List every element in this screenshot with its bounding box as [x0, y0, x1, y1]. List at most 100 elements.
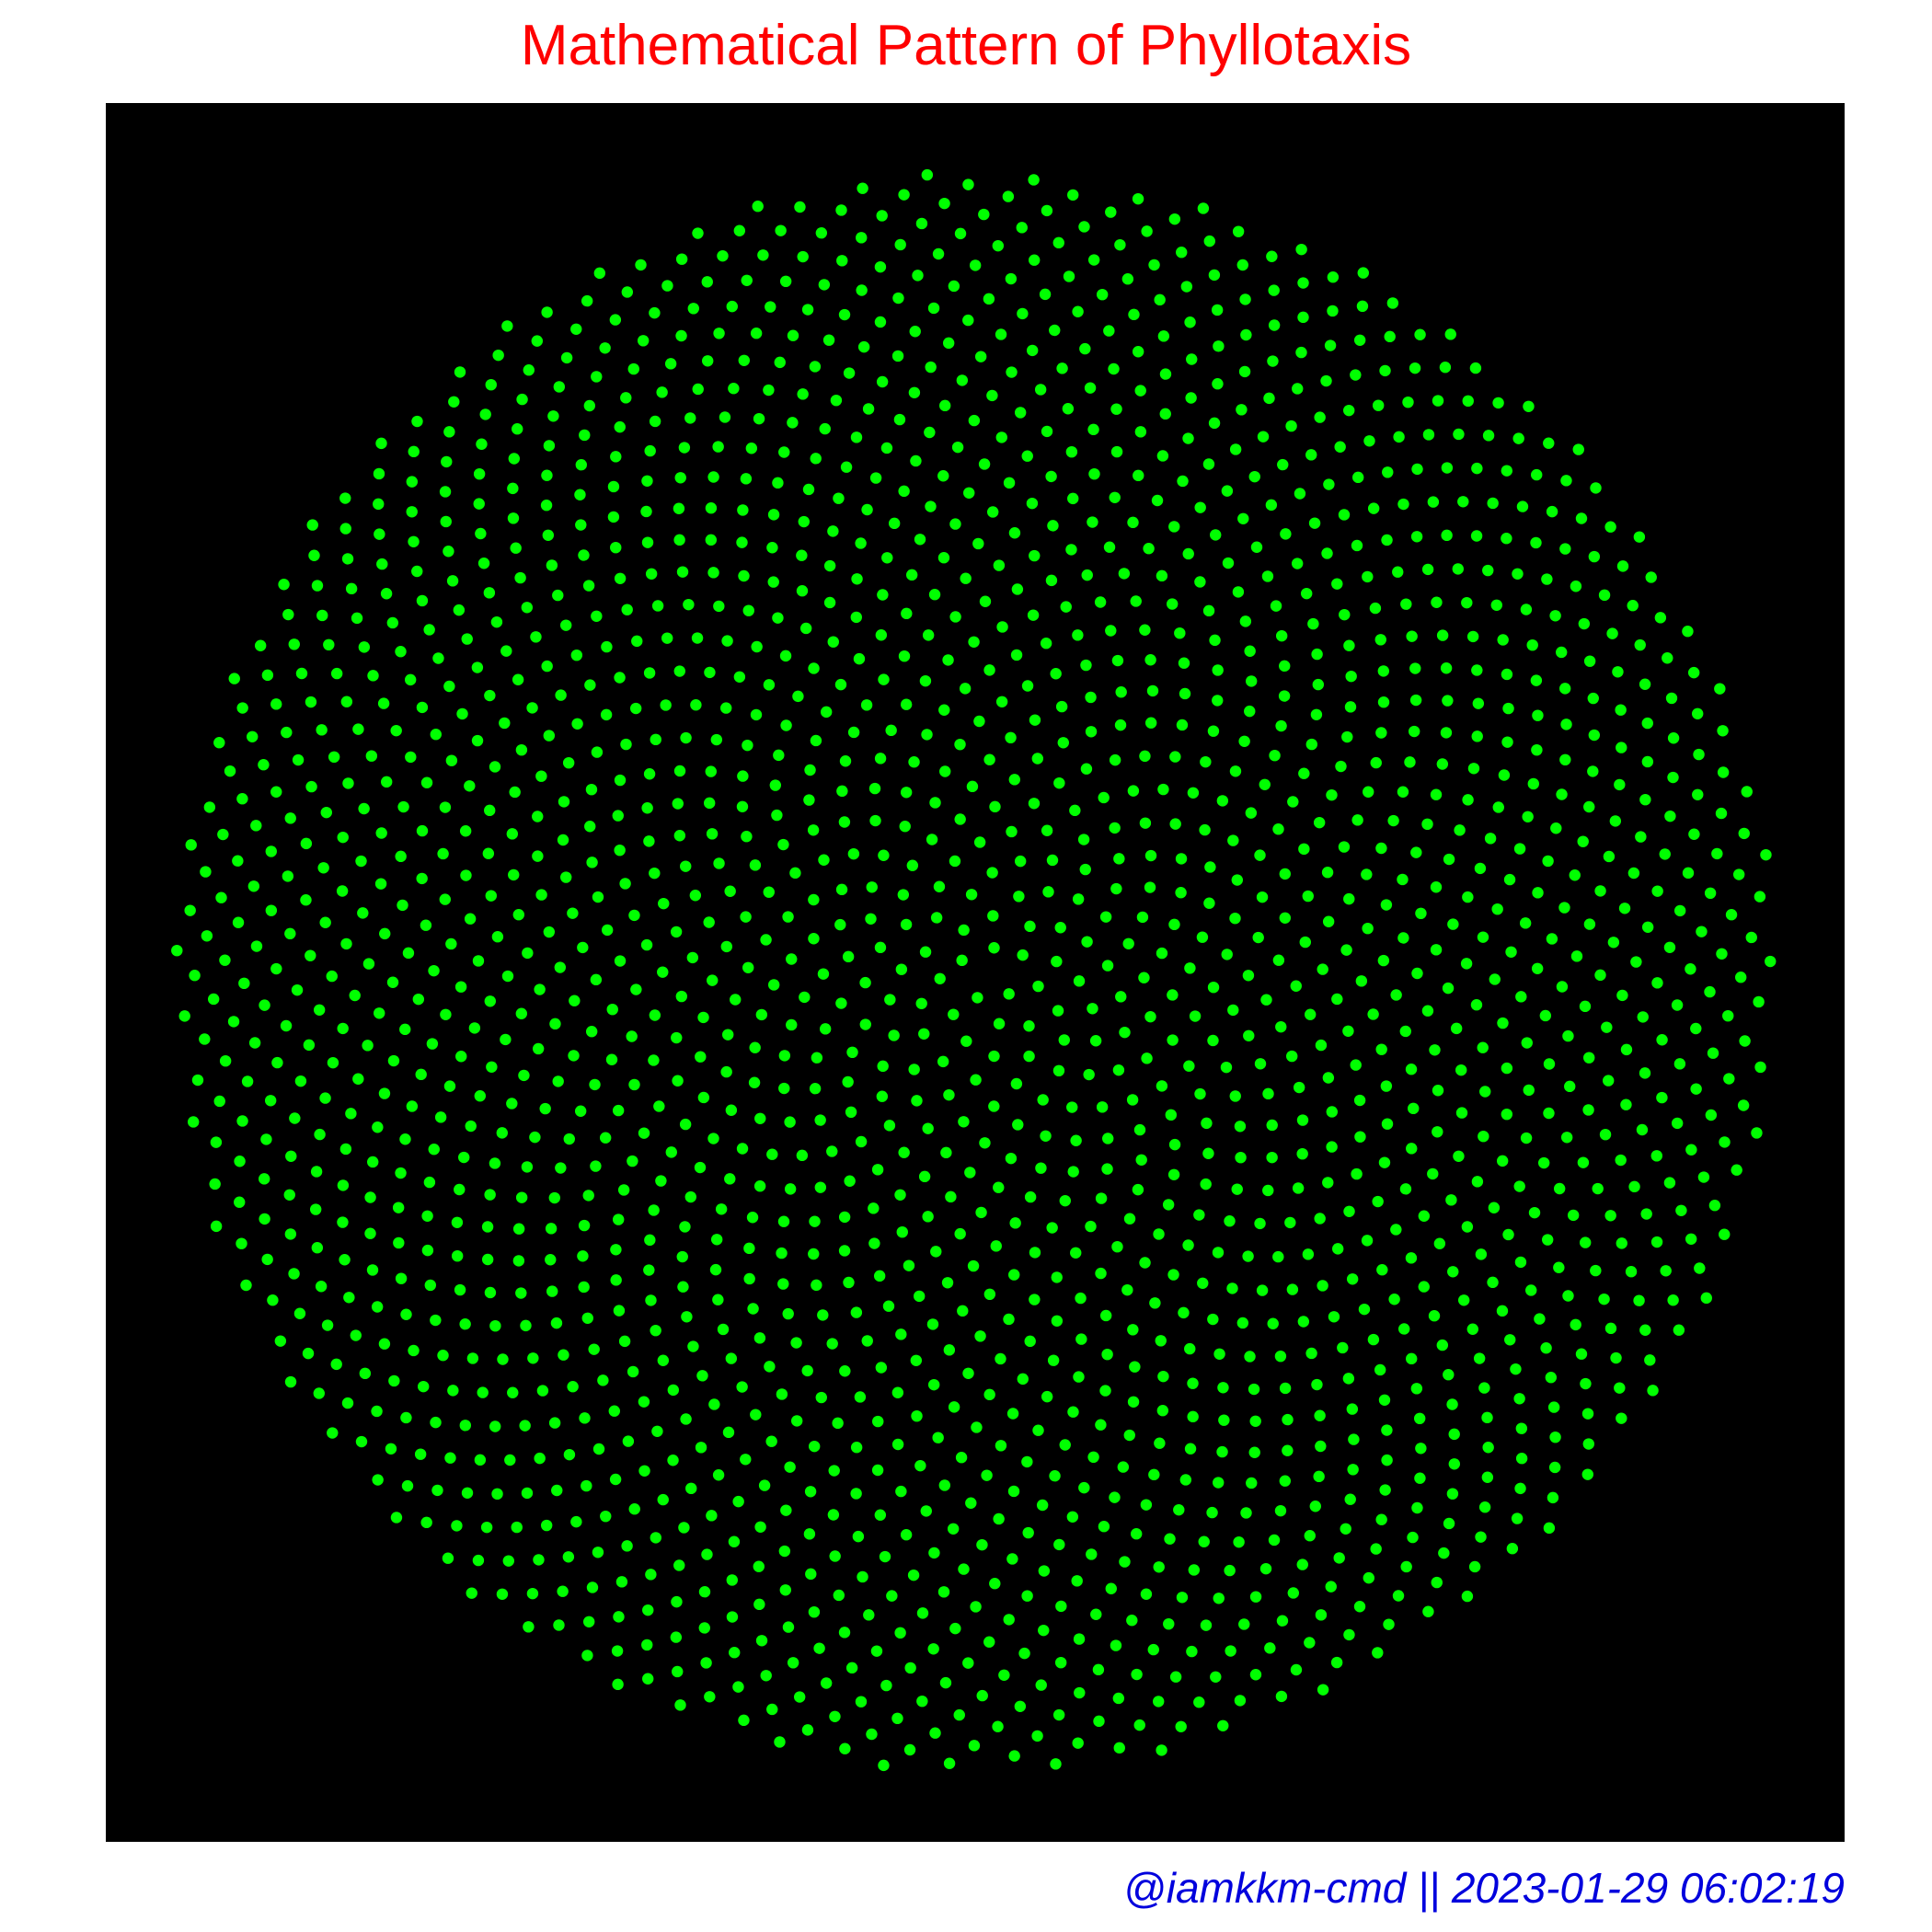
scatter-point	[521, 602, 534, 614]
scatter-point	[1302, 890, 1314, 903]
scatter-point	[1202, 1147, 1214, 1159]
scatter-point	[749, 859, 762, 871]
scatter-point	[705, 502, 718, 514]
scatter-point	[1369, 602, 1382, 615]
scatter-point	[918, 1028, 930, 1040]
scatter-point	[614, 955, 627, 967]
scatter-point	[1200, 1619, 1213, 1631]
scatter-point	[362, 1040, 374, 1052]
scatter-point	[626, 1030, 638, 1042]
scatter-point	[854, 1391, 867, 1403]
scatter-point	[665, 1146, 677, 1158]
scatter-point	[523, 364, 535, 376]
scatter-point	[1238, 735, 1250, 747]
scatter-point	[1562, 1029, 1574, 1042]
scatter-point	[775, 224, 787, 236]
scatter-point	[477, 1386, 489, 1398]
scatter-point	[1471, 1176, 1484, 1188]
scatter-point	[340, 937, 352, 950]
scatter-point	[675, 329, 687, 342]
scatter-point	[374, 528, 385, 540]
scatter-point	[1187, 1410, 1199, 1423]
scatter-point	[1174, 627, 1186, 639]
plot-panel	[106, 103, 1845, 1842]
scatter-point	[590, 973, 603, 986]
scatter-point	[628, 909, 640, 922]
scatter-point	[207, 993, 220, 1006]
scatter-point	[474, 1090, 486, 1102]
scatter-point	[1344, 1493, 1356, 1505]
scatter-point	[316, 609, 328, 622]
scatter-point	[1040, 638, 1052, 650]
scatter-point	[968, 1740, 981, 1752]
scatter-point	[1010, 1077, 1023, 1090]
scatter-point	[724, 1173, 736, 1185]
scatter-point	[1196, 931, 1209, 943]
scatter-point	[1549, 610, 1561, 622]
scatter-point	[1501, 533, 1512, 545]
scatter-point	[1121, 1283, 1133, 1296]
scatter-point	[236, 702, 248, 714]
scatter-point	[737, 770, 749, 782]
scatter-point	[1515, 1453, 1528, 1465]
scatter-point	[1711, 847, 1723, 860]
scatter-point	[726, 300, 738, 313]
scatter-point	[308, 549, 320, 561]
scatter-point	[600, 1510, 612, 1523]
scatter-point	[972, 992, 983, 1004]
scatter-point	[1127, 785, 1140, 797]
scatter-point	[476, 438, 488, 450]
scatter-point	[1448, 1428, 1460, 1441]
scatter-point	[835, 883, 848, 896]
scatter-point	[1691, 707, 1704, 719]
scatter-point	[313, 1004, 326, 1016]
scatter-point	[1569, 869, 1581, 881]
scatter-point	[421, 1244, 434, 1257]
scatter-point	[1685, 963, 1696, 975]
scatter-point	[489, 761, 501, 773]
scatter-point	[803, 794, 815, 806]
scatter-point	[311, 580, 324, 592]
scatter-point	[489, 1157, 501, 1169]
scatter-point	[339, 492, 351, 504]
scatter-point	[973, 715, 985, 728]
scatter-point	[387, 1054, 400, 1067]
scatter-point	[752, 201, 764, 213]
scatter-point	[995, 1440, 1007, 1452]
scatter-point	[1362, 922, 1374, 935]
scatter-point	[1599, 1128, 1612, 1141]
scatter-point	[1413, 1412, 1426, 1425]
scatter-point	[1070, 1134, 1082, 1146]
scatter-point	[247, 730, 259, 742]
scatter-point	[345, 1108, 357, 1120]
scatter-point	[471, 661, 484, 673]
scatter-point	[1007, 1485, 1020, 1498]
scatter-point	[701, 276, 713, 288]
scatter-point	[581, 1479, 592, 1492]
scatter-point	[650, 1532, 661, 1544]
scatter-point	[319, 916, 331, 928]
scatter-point	[1502, 702, 1514, 715]
scatter-point	[609, 1473, 622, 1486]
scatter-point	[614, 774, 627, 787]
scatter-point	[1173, 1503, 1185, 1516]
scatter-point	[733, 224, 746, 236]
scatter-point	[1714, 683, 1726, 695]
scatter-point	[339, 1254, 351, 1266]
scatter-point	[1427, 1167, 1439, 1180]
scatter-point	[1335, 760, 1347, 773]
scatter-point	[885, 724, 897, 737]
scatter-point	[891, 350, 904, 362]
scatter-point	[1390, 989, 1402, 1001]
scatter-point	[1392, 566, 1404, 578]
scatter-point	[611, 1645, 624, 1657]
scatter-point	[584, 821, 596, 833]
scatter-point	[601, 640, 613, 653]
scatter-point	[374, 1007, 385, 1019]
scatter-point	[1280, 528, 1292, 540]
scatter-point	[778, 1082, 790, 1095]
scatter-point	[397, 800, 409, 813]
scatter-point	[1275, 719, 1287, 732]
scatter-point	[1314, 1213, 1326, 1225]
scatter-point	[423, 1176, 436, 1189]
